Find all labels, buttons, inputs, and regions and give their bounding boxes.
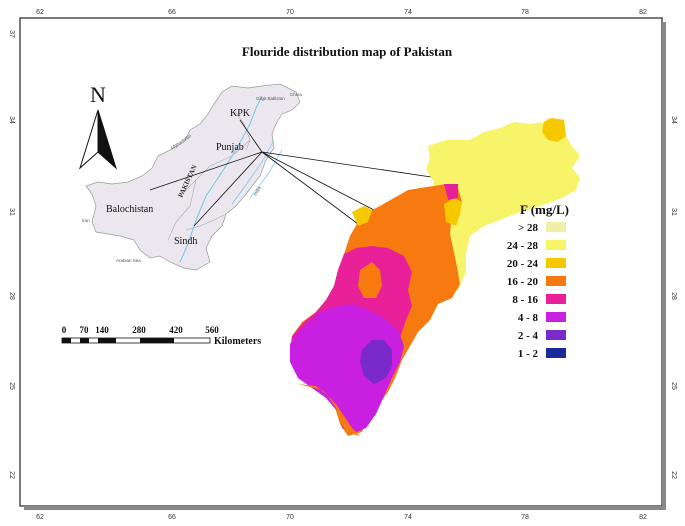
legend-label: > 28 <box>518 222 539 234</box>
legend-label: 20 - 24 <box>507 258 539 270</box>
top-tick-label: 74 <box>404 9 412 16</box>
legend-swatch <box>546 276 566 286</box>
zone-8-16-north <box>444 184 458 200</box>
left-tick-label: 31 <box>8 208 15 216</box>
left-ticks: 37 34 31 28 25 22 <box>8 30 15 479</box>
right-tick-label: 28 <box>670 292 677 300</box>
north-arrow-label: N <box>90 82 106 107</box>
scale-bar-tick: 0 <box>62 325 67 335</box>
zone-24-28 <box>426 118 580 296</box>
right-tick-label: 25 <box>670 382 677 390</box>
province-label-sindh: Sindh <box>174 236 197 247</box>
scale-bar-tick: 420 <box>169 325 183 335</box>
legend: F (mg/L) > 28 24 - 28 20 - 24 16 - 20 8 - 16… <box>507 202 569 360</box>
scale-bar-unit: Kilometers <box>214 336 261 347</box>
zone-2-4 <box>360 340 392 384</box>
top-tick-label: 82 <box>639 9 647 16</box>
legend-label: 8 - 16 <box>512 294 538 306</box>
zone-20-24-north <box>542 118 566 142</box>
bottom-tick-label: 62 <box>36 514 44 521</box>
legend-title: F (mg/L) <box>520 202 569 217</box>
north-arrow-icon: N <box>78 82 118 170</box>
inset-river-indus <box>179 95 263 263</box>
legend-swatch <box>546 240 566 250</box>
legend-swatch <box>546 258 566 268</box>
inset-label-china: China <box>290 92 302 97</box>
inset-label-arabian-sea: Arabian Sea <box>116 258 141 263</box>
legend-swatch <box>546 312 566 322</box>
bottom-tick-label: 74 <box>404 514 412 521</box>
legend-swatch <box>546 330 566 340</box>
scale-bar-tick: 140 <box>95 325 109 335</box>
legend-swatch <box>546 294 566 304</box>
inset-label-iran: Iran <box>82 218 90 223</box>
left-tick-label: 25 <box>8 382 15 390</box>
top-tick-label: 70 <box>286 9 294 16</box>
scale-bar: 0 70 140 280 420 560 Kilometers <box>61 325 261 347</box>
left-tick-label: 37 <box>8 30 15 38</box>
legend-label: 2 - 4 <box>518 330 539 342</box>
bottom-tick-label: 70 <box>286 514 294 521</box>
bottom-ticks: 62 66 70 74 78 82 <box>36 514 647 521</box>
left-tick-label: 34 <box>8 116 15 124</box>
inset-label-india: India <box>253 185 262 196</box>
inset-label-gilgit: Gilgit Baltistan <box>256 96 285 101</box>
map-frame-shadow <box>662 22 666 510</box>
right-tick-label: 34 <box>670 116 677 124</box>
right-ticks: 34 31 28 25 22 <box>670 116 677 479</box>
legend-label: 4 - 8 <box>518 312 539 324</box>
legend-label: 24 - 28 <box>507 240 539 252</box>
legend-label: 1 - 2 <box>518 348 539 360</box>
legend-label: 16 - 20 <box>507 276 539 288</box>
zone-16-20-south <box>298 384 360 436</box>
map-frame-shadow-bottom <box>24 506 666 510</box>
zone-4-8 <box>290 304 404 434</box>
province-label-kpk: KPK <box>230 108 251 119</box>
top-tick-label: 66 <box>168 9 176 16</box>
left-tick-label: 28 <box>8 292 15 300</box>
province-label-punjab: Punjab <box>216 142 244 153</box>
province-label-balochistan: Balochistan <box>106 204 153 215</box>
left-tick-label: 22 <box>8 471 15 479</box>
bottom-tick-label: 82 <box>639 514 647 521</box>
right-tick-label: 31 <box>670 208 677 216</box>
bottom-tick-label: 78 <box>521 514 529 521</box>
zone-20-24-center <box>444 198 462 226</box>
right-tick-label: 22 <box>670 471 677 479</box>
scale-bar-tick: 70 <box>80 325 90 335</box>
top-tick-label: 62 <box>36 9 44 16</box>
zone-20-24-west <box>352 206 372 226</box>
top-ticks: 62 66 70 74 78 82 <box>36 9 647 16</box>
map-title: Flouride distribution map of Pakistan <box>242 44 453 59</box>
fluoride-distribution-map <box>290 118 580 436</box>
legend-swatch <box>546 222 566 232</box>
zone-16-20-inner <box>358 262 382 298</box>
scale-bar-tick: 280 <box>132 325 146 335</box>
legend-swatch <box>546 348 566 358</box>
scale-bar-tick: 560 <box>205 325 219 335</box>
top-tick-label: 78 <box>521 9 529 16</box>
bottom-tick-label: 66 <box>168 514 176 521</box>
